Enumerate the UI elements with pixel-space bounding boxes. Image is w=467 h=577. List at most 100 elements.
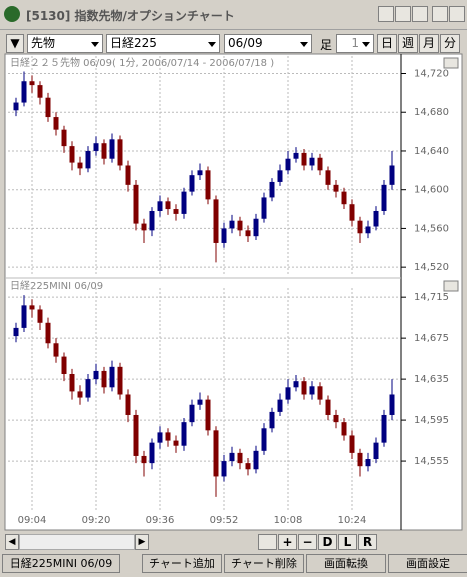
bar-count[interactable]: 1 (336, 34, 374, 53)
window-button[interactable] (412, 6, 428, 22)
candle-body (293, 381, 299, 388)
candle-body (61, 356, 67, 374)
candle-body (173, 209, 179, 214)
app-icon (4, 6, 20, 22)
candle-body (213, 199, 219, 243)
y-tick-label: 14,600 (414, 185, 449, 196)
candle-body (325, 399, 331, 415)
nav-first[interactable] (258, 534, 277, 550)
x-tick-label: 09:20 (82, 515, 111, 526)
candle-body (293, 152, 299, 159)
period-button[interactable]: 月 (419, 34, 439, 53)
candle-body (253, 218, 259, 237)
candle-body (309, 157, 315, 166)
tab-button[interactable]: 画面転換 (306, 554, 386, 573)
title-bar: [5130] 指数先物/オプションチャート (0, 0, 467, 30)
candle-body (157, 201, 163, 211)
candle-body (117, 366, 123, 395)
y-tick-label: 14,715 (414, 292, 449, 303)
candle-body (93, 370, 99, 380)
help-button[interactable] (432, 6, 448, 22)
x-tick-label: 09:36 (146, 515, 175, 526)
window-title: [5130] 指数先物/オプションチャート (26, 9, 235, 23)
candle-body (173, 440, 179, 446)
candle-body (285, 158, 291, 171)
candle-body (109, 366, 115, 388)
candle-body (101, 370, 107, 388)
period-button[interactable]: 分 (440, 34, 460, 53)
candle-body (21, 81, 27, 103)
scroll-track[interactable] (19, 534, 135, 550)
candle-body (357, 220, 363, 234)
period-button[interactable]: 日 (377, 34, 397, 53)
candle-body (45, 322, 51, 344)
nav-button[interactable]: − (298, 534, 317, 550)
candle-body (189, 175, 195, 192)
candle-body (53, 343, 59, 357)
tab-button[interactable]: 日経225MINI 06/09 (2, 554, 120, 573)
candle-body (53, 117, 59, 130)
nav-button[interactable]: + (278, 534, 297, 550)
scroll-right[interactable]: ▶ (135, 534, 149, 550)
candle-body (301, 381, 307, 395)
candle-body (165, 201, 171, 210)
nav-button[interactable]: L (338, 534, 357, 550)
candle-body (285, 387, 291, 400)
y-tick-label: 14,680 (414, 107, 449, 118)
chart-title: 日経225MINI 06/09 (10, 279, 103, 292)
candle-body (333, 184, 339, 192)
nav-button[interactable]: D (318, 534, 337, 550)
candle-body (133, 414, 139, 456)
candle-body (29, 81, 35, 86)
close-button[interactable] (449, 6, 465, 22)
candle-body (197, 170, 203, 176)
candle-body (29, 305, 35, 310)
menu-dropdown[interactable]: ▼ (6, 34, 24, 53)
bottom-tabs: 日経225MINI 06/09 チャート追加 チャート削除 画面転換 画面設定 (0, 554, 467, 575)
candle-body (141, 223, 147, 231)
y-tick-label: 14,675 (414, 333, 449, 344)
candle-body (221, 228, 227, 243)
index-select[interactable]: 日経225 (106, 34, 220, 53)
chart-panel (4, 53, 463, 531)
tab-button[interactable]: 画面設定 (388, 554, 467, 573)
candle-body (245, 230, 251, 237)
x-tick-label: 09:04 (18, 515, 47, 526)
candle-body (85, 150, 91, 169)
candle-body (229, 452, 235, 462)
candle-body (229, 220, 235, 229)
candle-body (141, 455, 147, 464)
pane-menu[interactable] (443, 57, 459, 69)
candle-body (357, 452, 363, 467)
candle-body (261, 428, 267, 451)
window-button[interactable] (395, 6, 411, 22)
candle-body (197, 399, 203, 405)
candle-body (133, 184, 139, 224)
contract-select[interactable]: 06/09 (224, 34, 312, 53)
candle-body (205, 170, 211, 200)
candle-body (69, 374, 75, 392)
tab-button[interactable]: チャート追加 (142, 554, 222, 573)
pane-menu[interactable] (443, 280, 459, 292)
candle-body (61, 129, 67, 147)
candle-body (205, 399, 211, 431)
nav-button[interactable]: R (358, 534, 377, 550)
candle-body (389, 165, 395, 185)
candle-body (117, 139, 123, 166)
window-button[interactable] (378, 6, 394, 22)
candle-body (149, 210, 155, 231)
tab-button[interactable]: チャート削除 (224, 554, 304, 573)
y-tick-label: 14,720 (414, 68, 449, 79)
x-tick-label: 09:52 (210, 515, 239, 526)
candle-body (125, 165, 131, 185)
candle-body (261, 197, 267, 219)
y-tick-label: 14,635 (414, 374, 449, 385)
candle-body (381, 414, 387, 443)
scroll-left[interactable]: ◀ (5, 534, 19, 550)
market-select[interactable]: 先物 (27, 34, 103, 53)
candle-body (365, 459, 371, 467)
period-button[interactable]: 週 (398, 34, 418, 53)
bar-label: 足 (320, 38, 333, 52)
